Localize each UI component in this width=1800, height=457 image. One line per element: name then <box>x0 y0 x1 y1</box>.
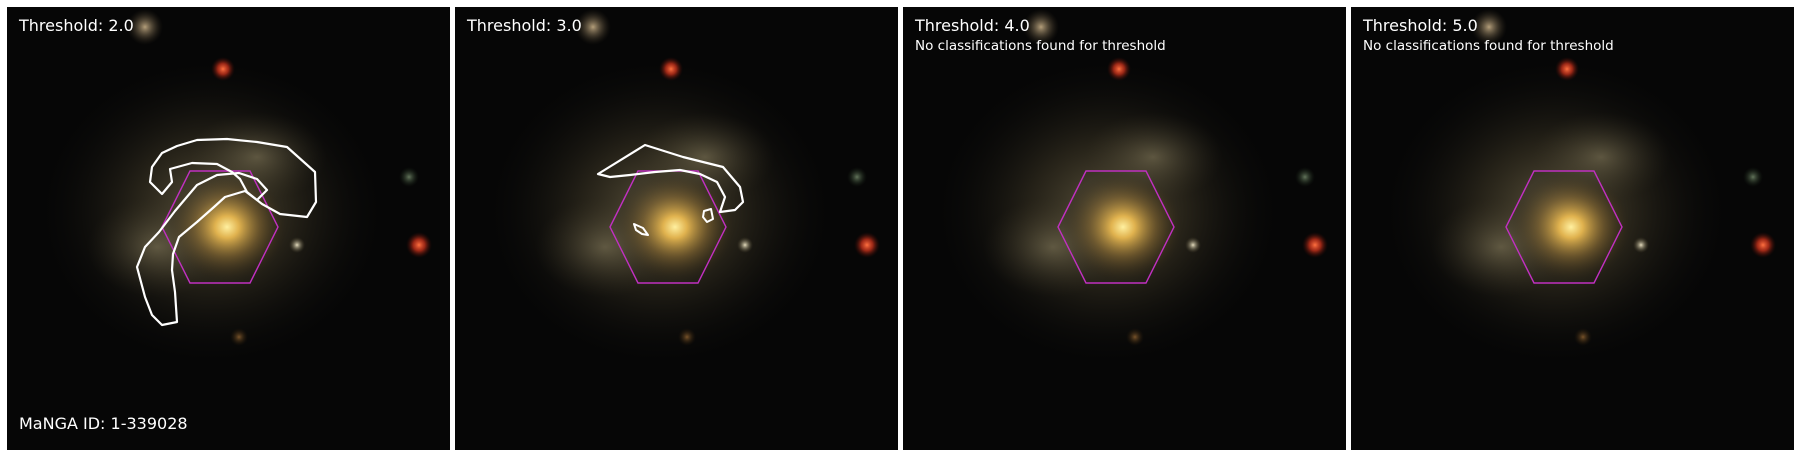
red-star <box>1750 232 1776 258</box>
no-classifications-note: No classifications found for threshold <box>915 38 1166 54</box>
red-star <box>1107 57 1131 81</box>
panel-title: Threshold: 5.0 <box>1363 16 1478 35</box>
green-star <box>847 167 867 187</box>
panel-title: Threshold: 2.0 <box>19 16 134 35</box>
galaxy-bulge <box>167 172 287 282</box>
panel-title: Threshold: 4.0 <box>915 16 1030 35</box>
red-star <box>211 57 235 81</box>
brown-star <box>1574 328 1592 346</box>
no-classifications-note: No classifications found for threshold <box>1363 38 1614 54</box>
threshold-panel: Threshold: 2.0 MaNGA ID: 1-339028 <box>7 7 450 450</box>
pale-star <box>1633 237 1649 253</box>
galaxy-image <box>1351 7 1794 450</box>
brown-star <box>678 328 696 346</box>
pale-star <box>737 237 753 253</box>
galaxy-bulge <box>1511 172 1631 282</box>
threshold-panel: Threshold: 3.0 <box>455 7 898 450</box>
contour-region <box>596 143 745 214</box>
galaxy-bulge <box>615 172 735 282</box>
tan-star <box>1023 9 1059 45</box>
threshold-panel: Threshold: 5.0 No classifications found … <box>1351 7 1794 450</box>
panel-title: Threshold: 3.0 <box>467 16 582 35</box>
galaxy-image <box>903 7 1346 450</box>
brown-star <box>230 328 248 346</box>
green-star <box>1743 167 1763 187</box>
tan-star <box>575 9 611 45</box>
brown-star <box>1126 328 1144 346</box>
ifu-hexagon <box>1057 170 1175 284</box>
contour-region <box>702 208 714 223</box>
contour-region <box>148 137 318 219</box>
contour-region <box>633 223 649 236</box>
ifu-hexagon <box>1505 170 1623 284</box>
pale-star <box>289 237 305 253</box>
threshold-panel: Threshold: 4.0 No classifications found … <box>903 7 1346 450</box>
red-star <box>854 232 880 258</box>
green-star <box>399 167 419 187</box>
tan-star <box>1471 9 1507 45</box>
manga-id-label: MaNGA ID: 1-339028 <box>19 414 188 433</box>
contour-region <box>135 171 269 327</box>
tan-star <box>127 9 163 45</box>
galaxy-image <box>7 7 450 450</box>
red-star <box>1555 57 1579 81</box>
galaxy-bulge <box>1063 172 1183 282</box>
red-star <box>659 57 683 81</box>
pale-star <box>1185 237 1201 253</box>
ifu-hexagon <box>609 170 727 284</box>
galaxy-image <box>455 7 898 450</box>
red-star <box>406 232 432 258</box>
red-star <box>1302 232 1328 258</box>
ifu-hexagon <box>161 170 279 284</box>
green-star <box>1295 167 1315 187</box>
